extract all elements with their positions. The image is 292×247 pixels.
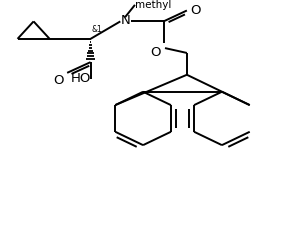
Text: &1: &1 bbox=[92, 24, 103, 34]
Text: O: O bbox=[54, 74, 64, 87]
Text: methyl: methyl bbox=[135, 0, 171, 10]
Text: O: O bbox=[150, 46, 161, 59]
Text: HO: HO bbox=[71, 72, 91, 85]
Text: O: O bbox=[191, 4, 201, 17]
Text: N: N bbox=[121, 14, 131, 27]
